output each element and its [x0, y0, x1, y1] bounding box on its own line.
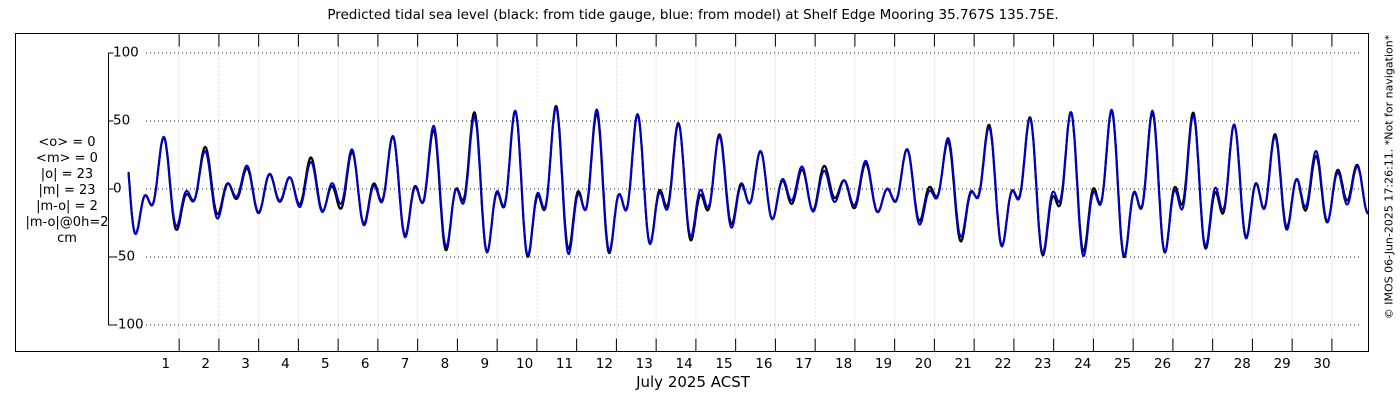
- model-line: [127, 107, 1369, 258]
- x-day-label: 3: [241, 356, 250, 372]
- copyright-watermark: © IMOS 06-Jun-2025 17:26:11. *Not for na…: [1382, 34, 1396, 320]
- x-day-label: 29: [1273, 356, 1291, 372]
- x-day-label: 16: [755, 356, 773, 372]
- x-day-label: 4: [281, 356, 290, 372]
- x-day-label: 25: [1114, 356, 1132, 372]
- x-day-label: 14: [675, 356, 693, 372]
- x-axis-title: July 2025 ACST: [636, 373, 750, 391]
- stats-line: |m-o| = 2: [36, 199, 98, 214]
- x-day-label: 5: [320, 356, 330, 372]
- x-day-label: 6: [360, 356, 370, 372]
- x-day-label: 15: [715, 356, 733, 372]
- x-day-label: 26: [1153, 356, 1172, 372]
- stats-line: <m> = 0: [36, 151, 98, 166]
- x-day-label: 8: [440, 356, 450, 372]
- stats-box: <o> = 0 <m> = 0 |o| = 23 |m| = 23 |m-o| = 2 |…: [14, 135, 120, 247]
- x-day-label: 20: [914, 356, 932, 372]
- y-tick-label: -100: [113, 316, 144, 333]
- x-day-label: 9: [480, 356, 490, 372]
- x-day-label: 30: [1313, 356, 1331, 372]
- y-tick-label: 50: [113, 112, 131, 129]
- plot-frame: [15, 33, 1369, 352]
- stats-line: cm: [57, 231, 77, 246]
- y-tick-label: -50: [113, 248, 136, 265]
- x-day-label: 11: [555, 356, 574, 372]
- stats-line: |m-o|@0h=2: [25, 215, 109, 230]
- x-day-label: 1: [161, 356, 171, 372]
- x-day-label: 12: [595, 356, 613, 372]
- stats-line: |m| = 23: [38, 183, 96, 198]
- x-day-label: 28: [1233, 356, 1251, 372]
- x-day-label: 17: [795, 356, 813, 372]
- x-day-label: 7: [400, 356, 410, 372]
- x-day-label: 22: [994, 356, 1012, 372]
- stats-line: <o> = 0: [38, 135, 96, 150]
- y-tick-label: 0: [113, 180, 122, 197]
- x-day-label: 13: [635, 356, 653, 372]
- x-day-label: 23: [1034, 356, 1052, 372]
- x-day-label: 19: [874, 356, 893, 372]
- y-tick-label: 100: [113, 44, 139, 61]
- tide-gauge-line: [127, 104, 1370, 259]
- x-day-label: 21: [954, 356, 972, 372]
- x-day-label: 27: [1193, 356, 1211, 372]
- x-day-label: 2: [201, 356, 210, 372]
- x-day-label: 10: [516, 356, 534, 372]
- chart-title: Predicted tidal sea level (black: from t…: [327, 7, 1059, 23]
- x-day-label: 18: [834, 356, 853, 372]
- stats-line: |o| = 23: [40, 167, 94, 182]
- x-day-label: 24: [1074, 356, 1092, 372]
